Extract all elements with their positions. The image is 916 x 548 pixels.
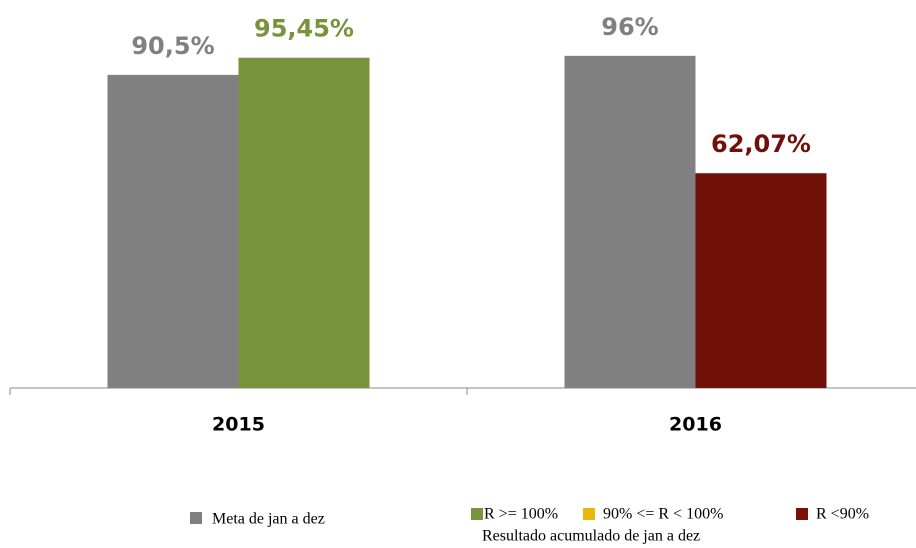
legend-label: Resultado acumulado de jan a dez — [482, 528, 700, 545]
legend-label: R >= 100% — [484, 506, 558, 523]
value-label: 90,5% — [131, 32, 214, 60]
value-label: 96% — [601, 13, 658, 41]
legend-swatch — [190, 512, 202, 524]
legend-swatch — [471, 508, 483, 520]
bar — [695, 173, 827, 388]
legend-label: Meta de jan a dez — [212, 511, 325, 528]
value-label: 62,07% — [711, 130, 811, 158]
bar — [238, 57, 370, 388]
bar — [107, 74, 239, 389]
legend-label: 90% <= R < 100% — [603, 506, 723, 523]
legend-label: R <90% — [816, 506, 869, 523]
value-label: 95,45% — [254, 15, 354, 43]
legend-swatch — [796, 508, 808, 520]
bar — [564, 55, 696, 389]
legend-swatch — [583, 508, 595, 520]
x-tick-label: 2016 — [669, 414, 722, 436]
x-tick-label: 2015 — [212, 414, 265, 436]
